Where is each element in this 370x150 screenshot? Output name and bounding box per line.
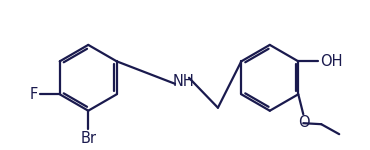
Text: F: F — [30, 87, 38, 102]
Text: Br: Br — [80, 131, 96, 146]
Text: NH: NH — [172, 74, 194, 89]
Text: O: O — [299, 115, 310, 130]
Text: OH: OH — [320, 54, 343, 69]
